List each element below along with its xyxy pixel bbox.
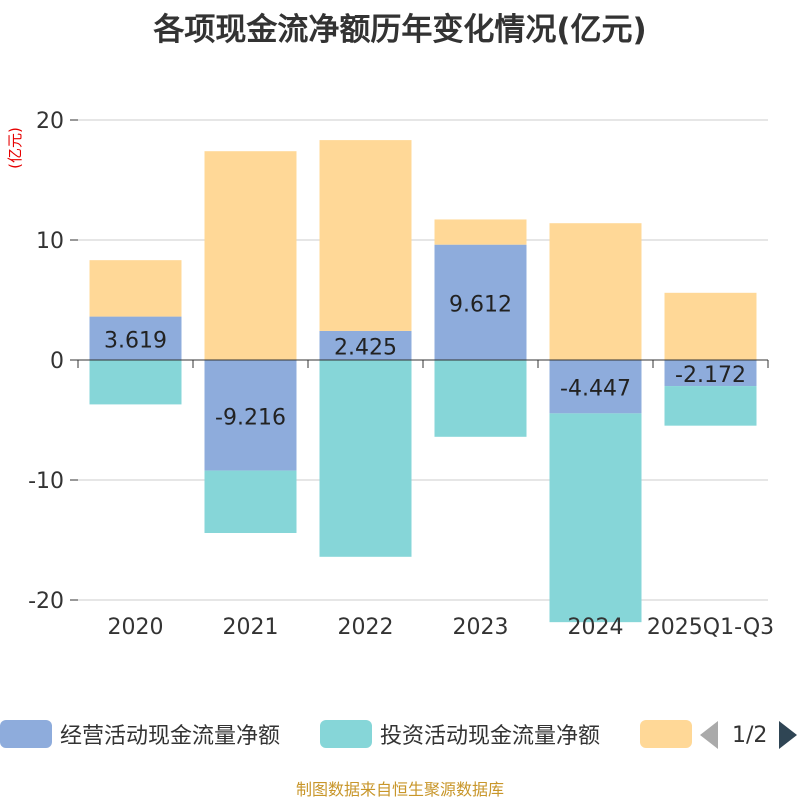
bar-2-2 [319,140,412,331]
legend-pager: 1/2 [700,718,798,752]
bar-1-4 [549,413,642,623]
y-tick-label: 10 [36,229,64,254]
chart-canvas: 20 10 0 -10 -20 (亿元) 2020 2021 2022 2023 2024 2025Q… [6,109,774,640]
bar-2-0 [89,260,182,317]
chart-title: 各项现金流净额历年变化情况(亿元) [153,12,647,48]
legend-label-investing: 投资活动现金流量净额 [380,724,601,749]
bar-1-5 [664,386,757,426]
next-page-icon[interactable] [779,721,798,749]
axis-layer: 20 10 0 -10 -20 (亿元) 2020 2021 2022 2023 2024 2025Q… [6,109,774,640]
y-axis-label: (亿元) [6,127,24,169]
data-label: 2.425 [334,335,397,360]
bar-0-3 [434,244,527,360]
y-tick-label: -20 [28,589,64,614]
bar-0-5 [664,360,757,387]
bar-0-2 [319,330,412,360]
legend-swatch-operating [0,720,52,748]
legend-swatch-investing [320,720,372,748]
legend-item-operating[interactable]: 经营活动现金流量净额 [0,718,280,750]
label-layer: 3.619 -9.216 2.425 9.612 -4.447 -2.172 [104,292,746,430]
legend-swatch-third [640,720,692,748]
data-label: 3.619 [104,328,167,353]
source-footer: 制图数据来自恒生聚源数据库 [295,780,504,799]
x-tick-label: 2024 [568,615,624,640]
legend-item-third[interactable] [640,718,700,750]
data-label: -4.447 [560,377,631,402]
bar-layer [89,140,757,623]
bar-2-4 [549,223,642,360]
legend-page-indicator: 1/2 [732,722,768,748]
bar-2-1 [204,151,297,360]
data-label: 9.612 [449,292,512,317]
bar-2-5 [664,292,757,360]
x-tick-label: 2025Q1-Q3 [647,615,774,640]
x-tick-label: 2021 [223,615,279,640]
x-tick-label: 2023 [453,615,509,640]
bar-0-1 [204,360,297,471]
legend-label-operating: 经营活动现金流量净额 [60,724,281,749]
bar-1-3 [434,360,527,437]
bar-1-0 [89,360,182,405]
grid-layer [78,119,768,601]
bar-0-4 [549,360,642,414]
legend-item-investing[interactable]: 投资活动现金流量净额 [320,718,600,750]
y-tick-label: 20 [36,109,64,134]
y-tick-label: -10 [28,469,64,494]
bar-0-0 [89,316,182,360]
bar-1-1 [204,470,297,533]
data-label: -9.216 [215,405,286,430]
x-tick-label: 2020 [108,615,164,640]
x-tick-label: 2022 [338,615,394,640]
prev-page-icon[interactable] [700,721,718,749]
y-tick-label: 0 [50,349,64,374]
data-label: -2.172 [675,363,746,388]
bar-2-3 [434,219,527,245]
bar-1-2 [319,360,412,557]
